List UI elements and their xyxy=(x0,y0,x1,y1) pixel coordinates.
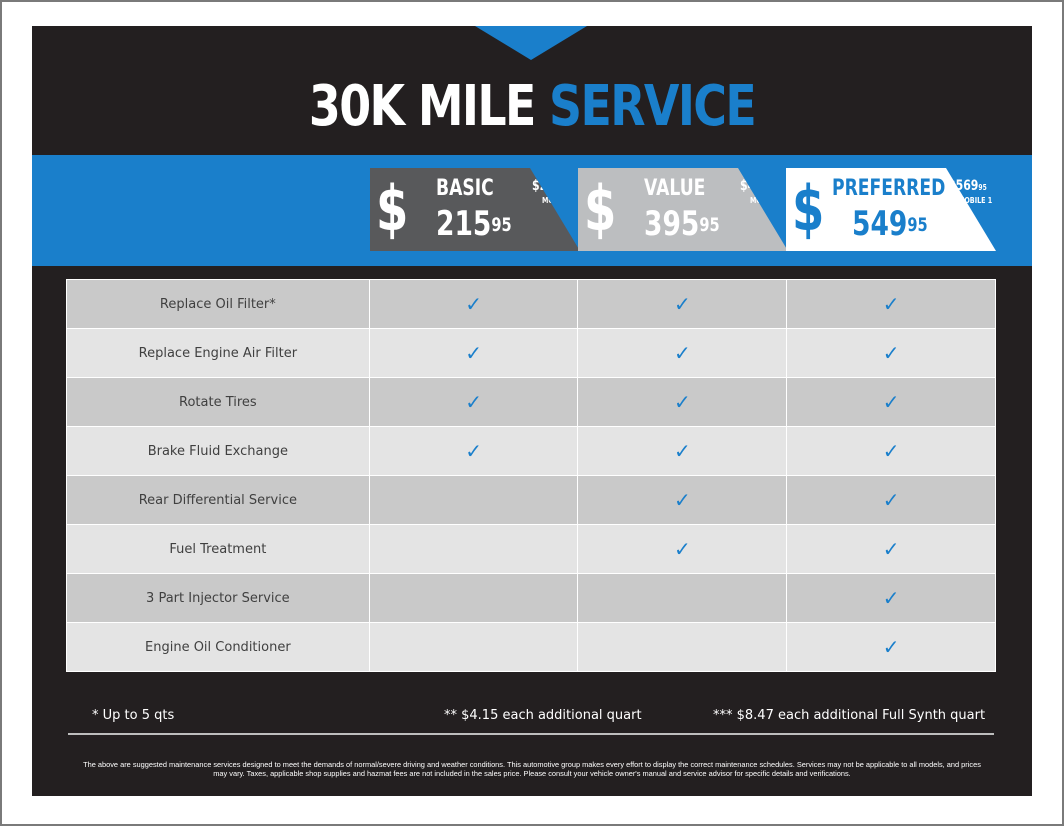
tier-cell: ✓ xyxy=(577,426,788,476)
service-name: Rear Differential Service xyxy=(66,475,370,525)
service-name: Fuel Treatment xyxy=(66,524,370,574)
tier-cell xyxy=(368,475,579,525)
tier-cell: ✓ xyxy=(786,377,996,427)
table-row: Replace Oil Filter* ✓ ✓ ✓ xyxy=(66,279,996,329)
tier-cell: ✓ xyxy=(786,279,996,329)
tier-name: PREFERRED xyxy=(832,176,946,201)
tier-price: 54995 xyxy=(852,204,928,244)
table-row: Brake Fluid Exchange ✓ ✓ ✓ xyxy=(66,426,996,476)
title-part-blue: SERVICE xyxy=(549,74,757,139)
check-icon: ✓ xyxy=(882,293,900,316)
check-icon: ✓ xyxy=(882,489,900,512)
check-icon: ✓ xyxy=(673,293,691,316)
table-row: Rear Differential Service ✓ ✓ xyxy=(66,475,996,525)
dollar-icon: $ xyxy=(792,172,825,245)
check-icon: ✓ xyxy=(465,440,482,463)
tier-price: 39595 xyxy=(644,204,720,244)
service-name: Engine Oil Conditioner xyxy=(66,622,370,672)
tier-price: 21595 xyxy=(436,204,512,244)
tier-cell: ✓ xyxy=(368,328,579,378)
check-icon: ✓ xyxy=(673,538,691,561)
tier-cell xyxy=(577,622,788,672)
table-row: Rotate Tires ✓ ✓ ✓ xyxy=(66,377,996,427)
services-table: Replace Oil Filter* ✓ ✓ ✓ Replace Engine Air… xyxy=(66,279,996,672)
check-icon: ✓ xyxy=(882,636,900,659)
tier-cell: ✓ xyxy=(577,475,788,525)
disclaimer-text: The above are suggested maintenance serv… xyxy=(83,760,981,778)
check-icon: ✓ xyxy=(882,440,900,463)
tier-cell xyxy=(368,622,579,672)
tier-cell: ✓ xyxy=(368,377,579,427)
footer-divider xyxy=(68,733,994,735)
tier-cell xyxy=(368,524,579,574)
check-icon: ✓ xyxy=(882,587,900,610)
tier-cell: ✓ xyxy=(786,426,996,476)
tier-cell: ✓ xyxy=(577,377,788,427)
tier-cell: ✓ xyxy=(577,279,788,329)
tier-cell xyxy=(368,573,579,623)
tier-cell: ✓ xyxy=(577,328,788,378)
service-name: Rotate Tires xyxy=(66,377,370,427)
alt-price-note-preferred: MOBILE 1 xyxy=(958,196,993,205)
table-row: Replace Engine Air Filter ✓ ✓ ✓ xyxy=(66,328,996,378)
check-icon: ✓ xyxy=(673,440,691,463)
check-icon: ✓ xyxy=(673,489,691,512)
dollar-icon: $ xyxy=(584,172,617,245)
service-name: Replace Oil Filter* xyxy=(66,279,370,329)
tier-cell: ✓ xyxy=(577,524,788,574)
footnote-synth-quart: *** $8.47 each additional Full Synth qua… xyxy=(713,708,986,723)
tier-cell: ✓ xyxy=(786,573,996,623)
table-row: 3 Part Injector Service ✓ xyxy=(66,573,996,623)
check-icon: ✓ xyxy=(882,391,900,414)
check-icon: ✓ xyxy=(465,342,482,365)
alt-price-preferred: $56995 xyxy=(948,178,987,194)
tier-cell: ✓ xyxy=(786,475,996,525)
service-name: Brake Fluid Exchange xyxy=(66,426,370,476)
table-row: Engine Oil Conditioner ✓ xyxy=(66,622,996,672)
tier-name: BASIC xyxy=(436,176,494,201)
title-part-white: 30K MILE xyxy=(308,74,536,139)
tier-cell xyxy=(577,573,788,623)
top-notch-decoration xyxy=(475,26,587,60)
tier-cell: ✓ xyxy=(786,622,996,672)
check-icon: ✓ xyxy=(882,538,900,561)
tier-cell: ✓ xyxy=(786,328,996,378)
footnote-oil-qts: * Up to 5 qts xyxy=(92,708,175,723)
check-icon: ✓ xyxy=(882,342,900,365)
check-icon: ✓ xyxy=(465,293,482,316)
check-icon: ✓ xyxy=(465,391,482,414)
service-name: 3 Part Injector Service xyxy=(66,573,370,623)
table-row: Fuel Treatment ✓ ✓ xyxy=(66,524,996,574)
tier-cell: ✓ xyxy=(368,426,579,476)
tier-name: VALUE xyxy=(644,176,706,201)
check-icon: ✓ xyxy=(673,342,691,365)
check-icon: ✓ xyxy=(673,391,691,414)
dollar-icon: $ xyxy=(376,172,409,245)
footnote-additional-quart: ** $4.15 each additional quart xyxy=(444,708,642,723)
tier-cell: ✓ xyxy=(786,524,996,574)
tier-cell: ✓ xyxy=(368,279,579,329)
service-name: Replace Engine Air Filter xyxy=(66,328,370,378)
page-title: 30K MILE SERVICE xyxy=(122,72,942,142)
